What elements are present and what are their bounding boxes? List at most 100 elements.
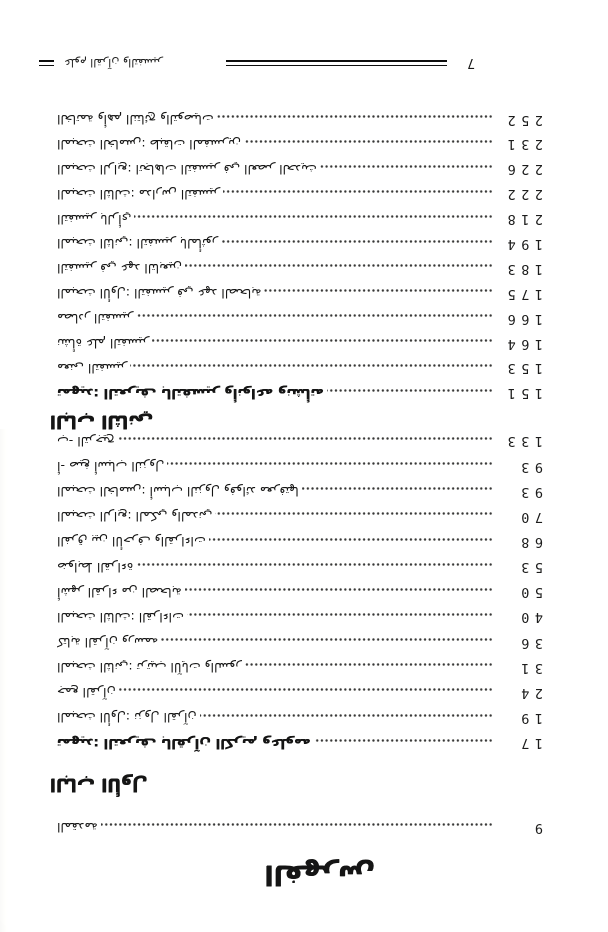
toc-entry-title: تمهيد: التعريف بالقرآن الكريم وعلومه <box>57 735 311 752</box>
toc-entry-page-number: 175 <box>502 285 543 302</box>
toc-entry-row: تمهيد: التعريف بالقرآن الكريم وعلومه 17 <box>57 729 543 755</box>
toc-dot-leader <box>222 180 493 206</box>
toc-entry-row: مصادر التفسير 166 <box>57 305 543 331</box>
toc-dot-leader <box>244 654 493 680</box>
toc-entry-page-number: 153 <box>502 360 543 377</box>
toc-entry-row: المبحث الثاني: ترتيب الآيات والسور 31 <box>57 654 543 680</box>
toc-entry-row: المبحث الثالث: القراءات 40 <box>57 604 543 630</box>
toc-entry-title: أ- صيغ أسباب النزول <box>57 459 165 475</box>
toc-entry-title: نشأة علم التفسير <box>57 335 150 351</box>
toc-entry-title: المبحث الخامس: طبقات المفسرين <box>57 136 242 152</box>
toc-entry-row: المقدمة 9 <box>57 814 543 840</box>
toc-entry-page-number: 151 <box>502 385 543 402</box>
toc-dot-leader <box>184 255 493 281</box>
toc-dot-leader <box>319 156 493 181</box>
toc-dot-leader <box>208 528 493 554</box>
toc-entry-page-number: 50 <box>515 584 543 601</box>
toc-entry-row: معنى التفسير 153 <box>57 355 543 381</box>
toc-entry-page-number: 93 <box>515 458 543 475</box>
toc-entry-row: جمع القرآن 24 <box>57 679 543 705</box>
toc-dot-leader <box>184 579 493 605</box>
toc-dot-leader <box>215 503 493 529</box>
toc-entry-row: تمهيد: التعريف بالتفسير وأنواعه ونشأته 15… <box>57 380 543 405</box>
toc-entry-page-number: 40 <box>515 609 543 626</box>
toc-entry-title: معنى التفسير <box>57 360 128 376</box>
toc-entry-title: التفسير في عهد التابعين <box>57 261 182 277</box>
page-footer: 7 علوم القرآن والتفسير <box>39 54 475 72</box>
toc-entry-title: المبحث الرابع: المكي والمدني <box>57 509 213 525</box>
toc-entry-row: المبحث الخامس: طبقات المفسرين 231 <box>57 131 543 157</box>
toc-entry-page-number: 93 <box>515 483 543 500</box>
toc-entry-title: المبحث الثاني: التفسير بالمأثور <box>57 236 218 252</box>
toc-entry-row: المبحث الرابع: المكي والمدني 70 <box>57 503 543 529</box>
toc-dot-leader <box>134 205 493 231</box>
toc-entry-page-number: 133 <box>502 433 543 450</box>
contents-title-calligraphy: الفهرس <box>264 859 376 890</box>
toc-entry-page-number: 194 <box>502 235 543 252</box>
section-heading-calligraphy: الباب الثاني <box>50 411 154 433</box>
toc-entry-page-number: 24 <box>515 684 543 701</box>
toc-dot-leader <box>186 604 493 630</box>
toc-entry-title: التفسير بالرأي <box>57 211 132 227</box>
toc-entry-title: الفرق بين الأحرف والقراءات <box>57 534 206 550</box>
toc-entry-page-number: 68 <box>515 534 543 551</box>
footer-rule-short <box>39 60 54 66</box>
toc-dot-leader <box>136 553 493 580</box>
toc-dot-leader <box>264 280 493 306</box>
toc-entry-title: المبحث الأول: التفسير في عهد الصحابة <box>57 286 262 302</box>
toc-entry-page-number: 19 <box>515 710 543 727</box>
toc-entry-row: التفسير في عهد التابعين 183 <box>57 255 543 281</box>
toc-entry-row: المبحث الثاني: التفسير بالمأثور 194 <box>57 230 543 256</box>
toc-dot-leader <box>167 453 493 479</box>
toc-entry-title: المبحث الرابع: اتجاهات التفسير في العصر … <box>57 161 317 177</box>
toc-dot-leader <box>301 478 493 504</box>
toc-entry-row: المبحث الخامس: أسباب النزول وفوائد معرفت… <box>57 478 543 504</box>
toc-entry-row: المبحث الأول: نزول القرآن 19 <box>57 704 543 730</box>
toc-entry-row: المبحث الرابع: اتجاهات التفسير في العصر … <box>57 156 543 181</box>
toc-dot-leader <box>313 729 493 755</box>
toc-entry-row: المبحث الثالث: مدارس التفسير 222 <box>57 180 543 206</box>
toc-entry-page-number: 31 <box>515 659 543 676</box>
toc-entry-page-number: 252 <box>502 111 543 128</box>
toc-dot-leader <box>136 305 493 331</box>
toc-dot-leader <box>130 355 493 381</box>
toc-entry-page-number: 9 <box>529 819 543 836</box>
footer-book-title: علوم القرآن والتفسير <box>64 56 163 70</box>
toc-dot-leader <box>244 131 493 157</box>
toc-dot-leader <box>326 380 493 405</box>
toc-entry-row: الخاتمة وأهم النتائج والتوصيات 252 <box>57 106 543 132</box>
footer-rule-long <box>226 60 448 66</box>
toc-entry-title: أشهر القراء من الصحابة <box>57 584 182 600</box>
toc-entry-title: المبحث الثاني: ترتيب الآيات والسور <box>57 660 242 676</box>
toc-entry-row: نشأة علم التفسير 164 <box>57 330 543 356</box>
toc-dot-leader <box>161 629 493 655</box>
toc-entry-page-number: 53 <box>515 559 543 576</box>
toc-dot-leader <box>220 230 493 256</box>
section-0-rows: تمهيد: التعريف بالقرآن الكريم وعلومه 17 ال… <box>57 428 543 755</box>
toc-entry-page-number: 70 <box>515 508 543 525</box>
toc-entry-row: الفرق بين الأحرف والقراءات 68 <box>57 528 543 554</box>
toc-dot-leader <box>216 106 493 132</box>
toc-entry-title: ضوابط القراءة <box>57 559 134 575</box>
toc-entry-page-number: 36 <box>515 634 543 651</box>
toc-entry-title: تمهيد: التعريف بالتفسير وأنواعه ونشأته <box>57 385 324 402</box>
toc-dot-leader <box>117 428 493 454</box>
toc-entry-title: كتابة القرآن ورسمه <box>57 635 159 651</box>
toc-entry-page-number: 218 <box>502 211 543 228</box>
toc-entry-page-number: 164 <box>502 335 543 352</box>
toc-dot-leader <box>199 704 493 730</box>
toc-entry-title: المقدمة <box>57 820 98 836</box>
toc-entry-page-number: 222 <box>502 186 543 203</box>
toc-entry-row: أشهر القراء من الصحابة 50 <box>57 579 543 605</box>
toc-entry-title: مصادر التفسير <box>57 311 134 327</box>
toc-entry-title: الخاتمة وأهم النتائج والتوصيات <box>57 111 214 127</box>
toc-entry-title: المبحث الثالث: مدارس التفسير <box>57 186 220 202</box>
toc-entry-page-number: 226 <box>502 161 543 178</box>
toc-entry-row: أ- صيغ أسباب النزول 93 <box>57 453 543 479</box>
section-1-rows: تمهيد: التعريف بالتفسير وأنواعه ونشأته 15… <box>57 106 543 405</box>
toc-entry-title: المبحث الأول: نزول القرآن <box>57 710 197 726</box>
toc-entry-page-number: 17 <box>515 735 543 752</box>
toc-dot-leader <box>100 814 493 840</box>
toc-entry-page-number: 183 <box>502 260 543 277</box>
